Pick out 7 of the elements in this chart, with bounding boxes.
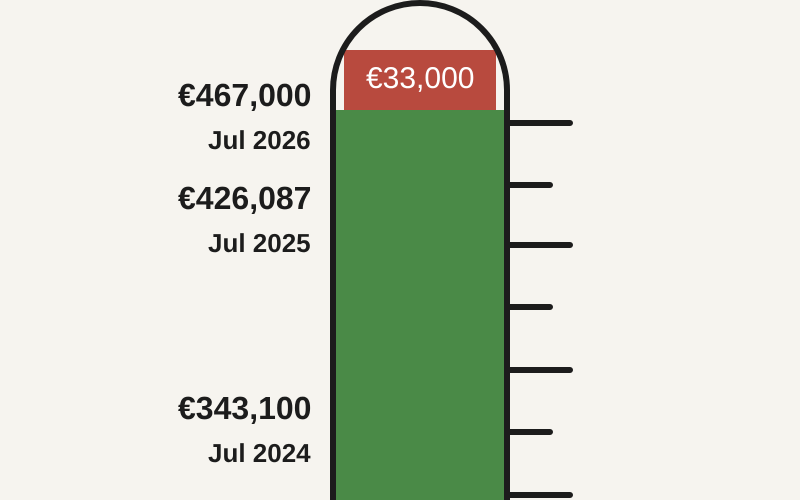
data-label: €467,000 bbox=[178, 77, 312, 113]
category-label: Jul 2025 bbox=[208, 228, 311, 258]
data-label: €343,100 bbox=[178, 390, 312, 426]
text: €33,000 bbox=[366, 62, 474, 95]
data-label: €426,087 bbox=[178, 180, 312, 216]
category-label: Jul 2024 bbox=[208, 438, 312, 468]
category-label: Jul 2026 bbox=[208, 125, 311, 155]
